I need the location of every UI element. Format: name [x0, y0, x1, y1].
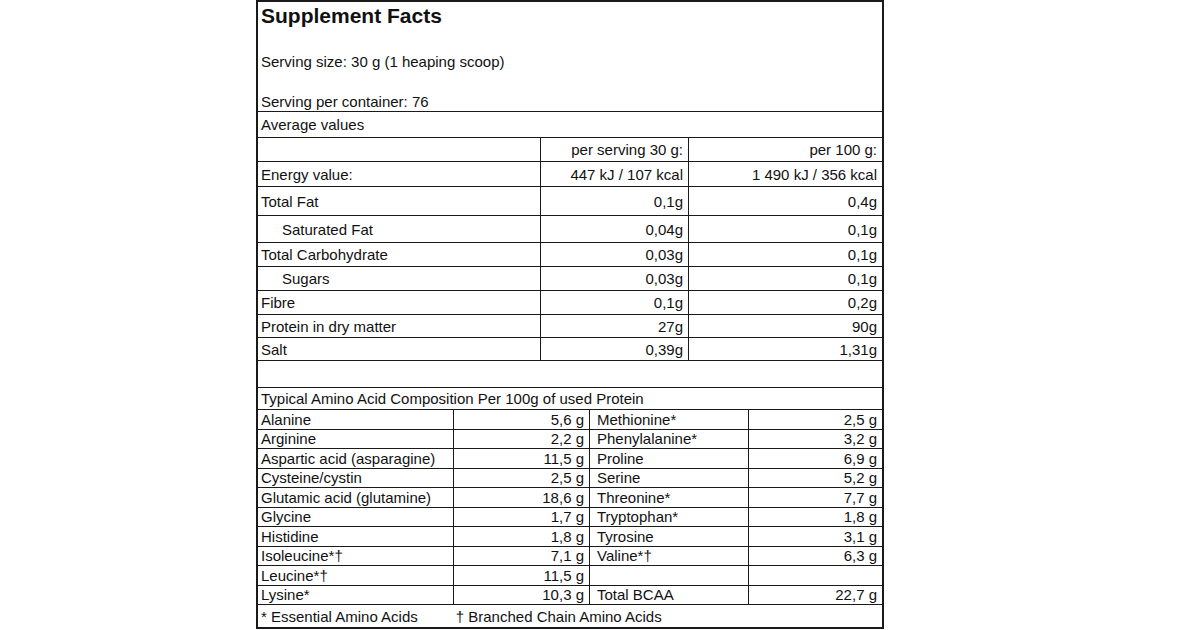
table-row: Histidine 1,8 g Tyrosine 3,1 g [258, 526, 882, 546]
nutrient-per-serving: 27g [540, 315, 688, 337]
amino-name: Methionine* [589, 410, 748, 429]
nutrient-per-serving: 0,03g [540, 267, 688, 290]
nutrient-per-serving: 0,1g [540, 187, 688, 215]
nutrient-label: Protein in dry matter [258, 315, 540, 337]
amino-name: Threonine* [589, 488, 748, 507]
footnote-row: * Essential Amino Acids † Branched Chain… [258, 604, 882, 627]
amino-value: 22,7 g [748, 586, 882, 605]
amino-name: Leucine*† [258, 566, 453, 585]
spacer-row [258, 360, 882, 387]
amino-name: Tryptophan* [589, 508, 748, 527]
nutrient-label: Sugars [258, 267, 540, 290]
average-values-text: Average values [261, 116, 364, 133]
average-values-row: Average values [258, 111, 882, 137]
amino-value: 11,5 g [453, 566, 589, 585]
nutrient-per-100g: 0,2g [688, 291, 882, 314]
table-row: Saturated Fat 0,04g 0,1g [258, 215, 882, 242]
nutrient-column-header-row: per serving 30 g: per 100 g: [258, 137, 882, 161]
amino-value: 5,2 g [748, 469, 882, 488]
amino-value: 1,7 g [453, 508, 589, 527]
nutrient-per-serving: 447 kJ / 107 kcal [540, 162, 688, 186]
amino-name: Lysine* [258, 586, 453, 605]
nutrient-per-100g: 0,1g [688, 267, 882, 290]
servings-per-container-text: Serving per container: 76 [261, 93, 429, 110]
amino-value: 5,6 g [453, 410, 589, 429]
table-row: Energy value: 447 kJ / 107 kcal 1 490 kJ… [258, 161, 882, 186]
amino-value: 2,2 g [453, 430, 589, 449]
table-row: Alanine 5,6 g Methionine* 2,5 g [258, 409, 882, 429]
column-header-empty [258, 138, 540, 161]
table-row: Salt 0,39g 1,31g [258, 337, 882, 360]
table-row: Protein in dry matter 27g 90g [258, 314, 882, 337]
amino-name: Glycine [258, 508, 453, 527]
amino-name: Serine [589, 469, 748, 488]
supplement-facts-label: Supplement Facts Serving size: 30 g (1 h… [256, 0, 884, 629]
amino-value: 10,3 g [453, 586, 589, 605]
serving-size-text: Serving size: 30 g (1 heaping scoop) [261, 53, 504, 70]
table-row: Total Carbohydrate 0,03g 0,1g [258, 242, 882, 266]
table-row: Isoleucine*† 7,1 g Valine*† 6,3 g [258, 546, 882, 566]
table-row: Total Fat 0,1g 0,4g [258, 186, 882, 215]
table-row: Leucine*† 11,5 g [258, 565, 882, 585]
table-row: Sugars 0,03g 0,1g [258, 266, 882, 290]
nutrient-per-serving: 0,39g [540, 338, 688, 360]
footnote-branched: † Branched Chain Amino Acids [456, 608, 662, 625]
nutrient-per-100g: 0,1g [688, 243, 882, 266]
label-header: Supplement Facts Serving size: 30 g (1 h… [258, 2, 882, 111]
table-row: Cysteine/cystin 2,5 g Serine 5,2 g [258, 468, 882, 488]
nutrient-per-100g: 90g [688, 315, 882, 337]
amino-value: 1,8 g [453, 527, 589, 546]
amino-section-title: Typical Amino Acid Composition Per 100g … [261, 390, 644, 407]
amino-value: 6,3 g [748, 547, 882, 566]
amino-value: 6,9 g [748, 449, 882, 468]
amino-section-title-row: Typical Amino Acid Composition Per 100g … [258, 387, 882, 409]
amino-name: Total BCAA [589, 586, 748, 605]
label-title: Supplement Facts [261, 4, 442, 28]
nutrient-per-serving: 0,04g [540, 216, 688, 242]
nutrient-label: Total Carbohydrate [258, 243, 540, 266]
amino-name: Phenylalanine* [589, 430, 748, 449]
amino-name: Tyrosine [589, 527, 748, 546]
table-row: Arginine 2,2 g Phenylalanine* 3,2 g [258, 429, 882, 449]
amino-value: 2,5 g [748, 410, 882, 429]
nutrient-per-100g: 1,31g [688, 338, 882, 360]
nutrient-label: Saturated Fat [258, 216, 540, 242]
table-row: Aspartic acid (asparagine) 11,5 g Prolin… [258, 448, 882, 468]
nutrient-per-100g: 0,1g [688, 216, 882, 242]
amino-value: 18,6 g [453, 488, 589, 507]
amino-value: 3,1 g [748, 527, 882, 546]
amino-value: 7,7 g [748, 488, 882, 507]
amino-name [589, 566, 748, 585]
amino-name: Histidine [258, 527, 453, 546]
amino-name: Aspartic acid (asparagine) [258, 449, 453, 468]
amino-name: Glutamic acid (glutamine) [258, 488, 453, 507]
amino-name: Arginine [258, 430, 453, 449]
table-row: Glutamic acid (glutamine) 18,6 g Threoni… [258, 487, 882, 507]
nutrient-per-serving: 0,1g [540, 291, 688, 314]
nutrient-per-serving: 0,03g [540, 243, 688, 266]
amino-value: 1,8 g [748, 508, 882, 527]
column-header-per-100g: per 100 g: [688, 138, 882, 161]
table-row: Fibre 0,1g 0,2g [258, 290, 882, 314]
nutrient-label: Total Fat [258, 187, 540, 215]
nutrient-per-100g: 0,4g [688, 187, 882, 215]
amino-name: Alanine [258, 410, 453, 429]
amino-value [748, 566, 882, 585]
amino-value: 3,2 g [748, 430, 882, 449]
footnote-essential: * Essential Amino Acids [261, 608, 418, 625]
column-header-per-serving: per serving 30 g: [540, 138, 688, 161]
amino-name: Valine*† [589, 547, 748, 566]
table-row: Glycine 1,7 g Tryptophan* 1,8 g [258, 507, 882, 527]
amino-value: 7,1 g [453, 547, 589, 566]
amino-name: Proline [589, 449, 748, 468]
amino-name: Cysteine/cystin [258, 469, 453, 488]
amino-value: 2,5 g [453, 469, 589, 488]
nutrient-label: Fibre [258, 291, 540, 314]
nutrient-label: Salt [258, 338, 540, 360]
amino-name: Isoleucine*† [258, 547, 453, 566]
amino-value: 11,5 g [453, 449, 589, 468]
table-row: Lysine* 10,3 g Total BCAA 22,7 g [258, 585, 882, 605]
nutrient-label: Energy value: [258, 162, 540, 186]
nutrient-per-100g: 1 490 kJ / 356 kcal [688, 162, 882, 186]
